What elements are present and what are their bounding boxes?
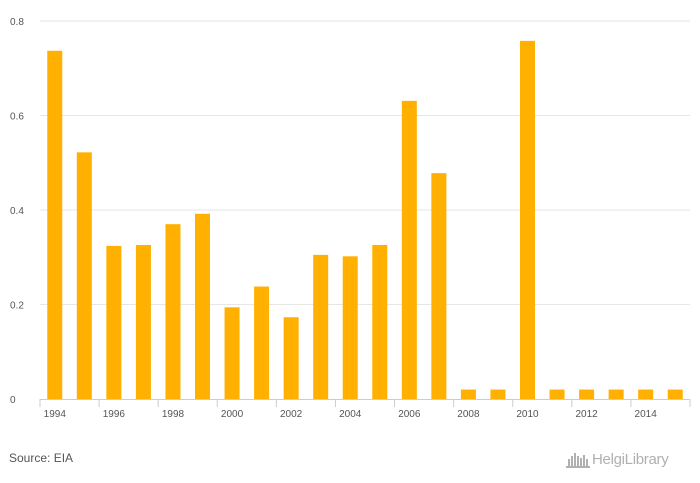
bar-2007 (431, 173, 447, 399)
x-tick-label: 2012 (575, 409, 598, 420)
logo-text: HelgiLibrary (592, 450, 669, 468)
bar-2012 (579, 389, 595, 399)
x-tick-label: 2008 (457, 409, 480, 420)
bar-2000 (224, 307, 240, 399)
bar-2001 (254, 286, 270, 399)
x-tick-label: 1994 (44, 409, 67, 420)
x-tick-label: 2002 (280, 409, 303, 420)
x-tick-label: 2000 (221, 409, 244, 420)
bar-2010 (520, 40, 535, 399)
bar-1999 (195, 213, 210, 399)
bar-2004 (342, 256, 358, 399)
bar-1997 (135, 244, 151, 399)
x-tick-label: 2010 (516, 409, 539, 420)
x-tick-label: 2014 (635, 409, 658, 420)
bar-1994 (47, 50, 63, 399)
x-tick-label: 2004 (339, 409, 362, 420)
y-tick-label: 0 (10, 395, 16, 406)
bar-2011 (549, 389, 565, 399)
bar-1998 (165, 224, 181, 399)
bar-2015 (667, 389, 683, 399)
bar-2008 (460, 389, 476, 399)
y-axis-ticks: 0 0.2 0.4 0.6 0.8 (10, 17, 24, 406)
bar-2003 (313, 254, 329, 399)
bars (47, 40, 683, 399)
bar-2014 (638, 389, 654, 399)
bar-1996 (106, 245, 122, 399)
bar-2005 (372, 244, 388, 399)
bar-2006 (401, 100, 417, 399)
y-tick-label: 0.2 (10, 301, 24, 312)
helgi-library-logo: HelgiLibrary (566, 449, 669, 469)
bar-chart: 0 0.2 0.4 0.6 0.8 1994 1996 1998 2000 2002 2004 20… (10, 17, 691, 420)
source-label: Source: EIA (9, 451, 74, 465)
y-tick-label: 0.6 (10, 112, 24, 123)
x-tick-label: 2006 (398, 409, 421, 420)
x-tick-label: 1998 (162, 409, 185, 420)
bar-2002 (283, 317, 299, 399)
bar-1995 (76, 152, 92, 399)
x-axis: 1994 1996 1998 2000 2002 2004 2006 2008 2010 2012… (39, 399, 691, 420)
helgi-library-icon (566, 453, 590, 468)
bar-2013 (608, 389, 624, 399)
gridlines (40, 20, 690, 305)
bar-2009 (490, 389, 506, 399)
y-tick-label: 0.4 (10, 206, 24, 217)
y-tick-label: 0.8 (10, 17, 24, 28)
x-tick-label: 1996 (103, 409, 126, 420)
